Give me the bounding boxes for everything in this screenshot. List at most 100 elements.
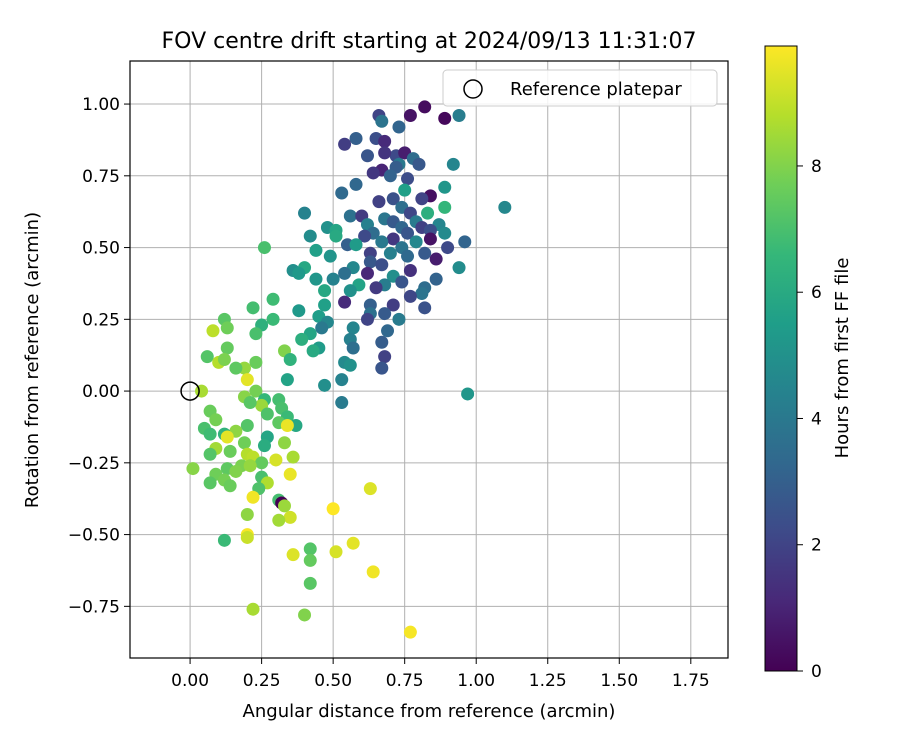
scatter-point bbox=[360, 149, 374, 163]
legend: Reference platepar bbox=[442, 69, 718, 107]
scatter-point bbox=[366, 565, 380, 579]
scatter-point bbox=[378, 350, 392, 364]
scatter-point bbox=[363, 482, 377, 496]
scatter-point bbox=[309, 243, 323, 257]
scatter-point bbox=[409, 235, 423, 249]
legend-box bbox=[442, 69, 718, 107]
y-tick-label: −0.25 bbox=[68, 454, 120, 474]
scatter-point bbox=[369, 281, 383, 295]
scatter-point bbox=[278, 499, 292, 513]
scatter-point bbox=[249, 355, 263, 369]
scatter-point bbox=[272, 513, 286, 527]
scatter-point bbox=[403, 109, 417, 123]
scatter-point bbox=[375, 361, 389, 375]
scatter-point bbox=[403, 289, 417, 303]
legend-label: Reference platepar bbox=[510, 79, 682, 100]
scatter-point bbox=[403, 625, 417, 639]
x-tick-label: 0.50 bbox=[314, 671, 352, 691]
scatter-point bbox=[257, 439, 271, 453]
scatter-point bbox=[306, 344, 320, 358]
scatter-point bbox=[315, 321, 329, 335]
scatter-point bbox=[326, 502, 340, 516]
scatter-point bbox=[326, 272, 340, 286]
scatter-point bbox=[392, 120, 406, 134]
scatter-point bbox=[200, 350, 214, 364]
y-tick-label: 0.25 bbox=[82, 310, 120, 330]
y-axis-ticks: −0.75 −0.50 −0.25 0.00 0.25 0.50 0.75 1.00 bbox=[68, 95, 130, 617]
scatter-point bbox=[223, 479, 237, 493]
x-tick-label: 0.25 bbox=[243, 671, 281, 691]
scatter-point bbox=[329, 229, 343, 243]
scatter-point bbox=[343, 209, 357, 223]
x-tick-label: 1.50 bbox=[600, 671, 638, 691]
scatter-point bbox=[318, 378, 332, 392]
legend-marker-icon bbox=[463, 79, 483, 99]
scatter-point bbox=[429, 252, 443, 266]
scatter-points bbox=[186, 100, 512, 639]
scatter-point bbox=[283, 353, 297, 366]
scatter-point bbox=[260, 407, 274, 421]
scatter-point bbox=[283, 467, 297, 481]
scatter-point bbox=[395, 275, 409, 289]
scatter-point bbox=[246, 490, 260, 504]
scatter-point bbox=[438, 200, 452, 214]
scatter-point bbox=[383, 169, 397, 183]
scatter-point bbox=[375, 335, 389, 349]
scatter-point bbox=[223, 444, 237, 458]
colorbar: 0 2 4 6 8 Hours from first FF file bbox=[764, 45, 853, 682]
colorbar-gradient bbox=[764, 45, 798, 672]
plot-area: 0.00 0.25 0.50 0.75 1.00 1.25 1.50 1.75 −0.75−0… bbox=[68, 60, 729, 691]
scatter-point bbox=[401, 249, 415, 263]
scatter-point bbox=[346, 536, 360, 550]
scatter-point bbox=[280, 419, 294, 433]
scatter-point bbox=[240, 507, 254, 521]
scatter-point bbox=[360, 312, 374, 326]
scatter-point bbox=[303, 553, 317, 567]
scatter-point bbox=[266, 312, 280, 326]
reference-marker bbox=[180, 381, 200, 401]
scatter-point bbox=[452, 109, 466, 123]
scatter-point bbox=[295, 332, 309, 346]
scatter-point bbox=[255, 456, 269, 470]
scatter-point bbox=[392, 312, 406, 326]
scatter-point bbox=[257, 241, 271, 255]
scatter-point bbox=[349, 177, 363, 191]
scatter-point bbox=[346, 321, 360, 335]
scatter-point bbox=[401, 172, 415, 186]
scatter-point bbox=[209, 413, 223, 427]
scatter-point bbox=[243, 396, 257, 410]
x-tick-label: 1.75 bbox=[672, 671, 710, 691]
scatter-point bbox=[418, 246, 432, 260]
x-axis-ticks: 0.00 0.25 0.50 0.75 1.00 1.25 1.50 1.75 bbox=[171, 658, 710, 691]
scatter-point bbox=[303, 576, 317, 590]
scatter-point bbox=[335, 373, 349, 387]
scatter-point bbox=[318, 284, 332, 298]
x-tick-label: 0.75 bbox=[386, 671, 424, 691]
scatter-point bbox=[249, 384, 263, 398]
scatter-point bbox=[298, 608, 312, 622]
scatter-point bbox=[283, 510, 297, 524]
colorbar-ticks: 0 2 4 6 8 bbox=[797, 157, 822, 682]
scatter-point bbox=[375, 235, 389, 249]
scatter-point bbox=[375, 114, 389, 128]
scatter-point bbox=[386, 232, 400, 246]
x-tick-label: 1.25 bbox=[529, 671, 567, 691]
scatter-point bbox=[243, 459, 257, 473]
scatter-point bbox=[398, 183, 412, 197]
scatter-point bbox=[203, 447, 217, 461]
scatter-point bbox=[286, 450, 300, 464]
scatter-point bbox=[343, 284, 357, 298]
scatter-point bbox=[292, 304, 306, 318]
scatter-point bbox=[229, 361, 243, 375]
scatter-point bbox=[217, 353, 231, 366]
scatter-point bbox=[378, 307, 392, 321]
scatter-point bbox=[240, 373, 254, 387]
colorbar-tick-label: 8 bbox=[811, 157, 822, 177]
scatter-point bbox=[358, 229, 372, 243]
scatter-point bbox=[229, 464, 243, 478]
scatter-point bbox=[220, 321, 234, 335]
scatter-point bbox=[438, 226, 452, 240]
y-tick-label: 0.50 bbox=[82, 239, 120, 259]
y-tick-label: 0.75 bbox=[82, 167, 120, 187]
